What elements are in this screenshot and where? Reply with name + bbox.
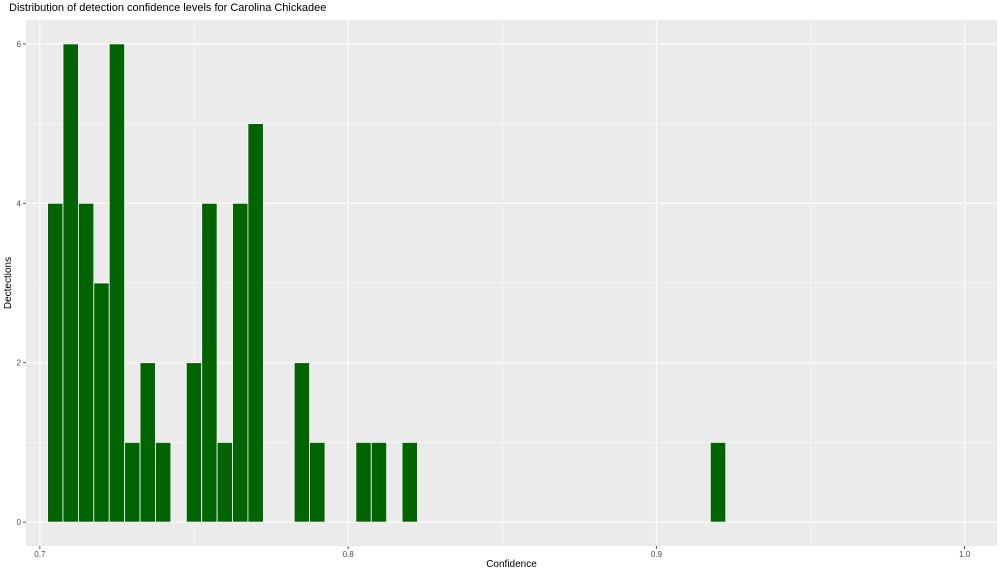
histogram-bar <box>47 202 64 523</box>
x-tick-label: 0.8 <box>343 550 355 559</box>
x-tick-label: 1.0 <box>959 550 971 559</box>
x-tick-label: 0.9 <box>651 550 663 559</box>
histogram-bar <box>247 123 264 523</box>
y-tick-label: 2 <box>17 359 22 368</box>
x-axis-title: Confidence <box>486 559 537 570</box>
bars-group <box>47 43 727 523</box>
histogram-bar <box>155 441 172 523</box>
histogram-bar <box>139 362 156 523</box>
histogram-bar <box>355 441 372 523</box>
y-tick-label: 4 <box>17 199 22 208</box>
histogram-bar <box>201 202 218 523</box>
histogram-bar <box>216 441 233 523</box>
histogram-bar <box>232 202 249 523</box>
histogram-bar <box>293 362 310 523</box>
x-axis: 0.7 0.8 0.9 1.0 <box>34 546 971 559</box>
histogram-bar <box>709 441 727 523</box>
histogram-bar <box>78 202 95 523</box>
histogram-bar <box>401 441 418 523</box>
histogram-bar <box>309 441 326 523</box>
histogram-bar <box>108 43 126 523</box>
x-tick-label: 0.7 <box>34 550 46 559</box>
y-tick-label: 0 <box>17 518 22 527</box>
y-axis: 0 2 4 6 <box>17 40 26 527</box>
histogram-bar <box>93 282 110 523</box>
histogram-bar <box>185 362 203 523</box>
histogram-bar <box>370 441 388 523</box>
chart-title: Distribution of detection confidence lev… <box>9 2 327 14</box>
histogram-bar <box>62 43 79 523</box>
y-axis-title: Dectections <box>3 257 14 309</box>
y-tick-label: 6 <box>17 40 22 49</box>
histogram-bar <box>124 441 141 523</box>
